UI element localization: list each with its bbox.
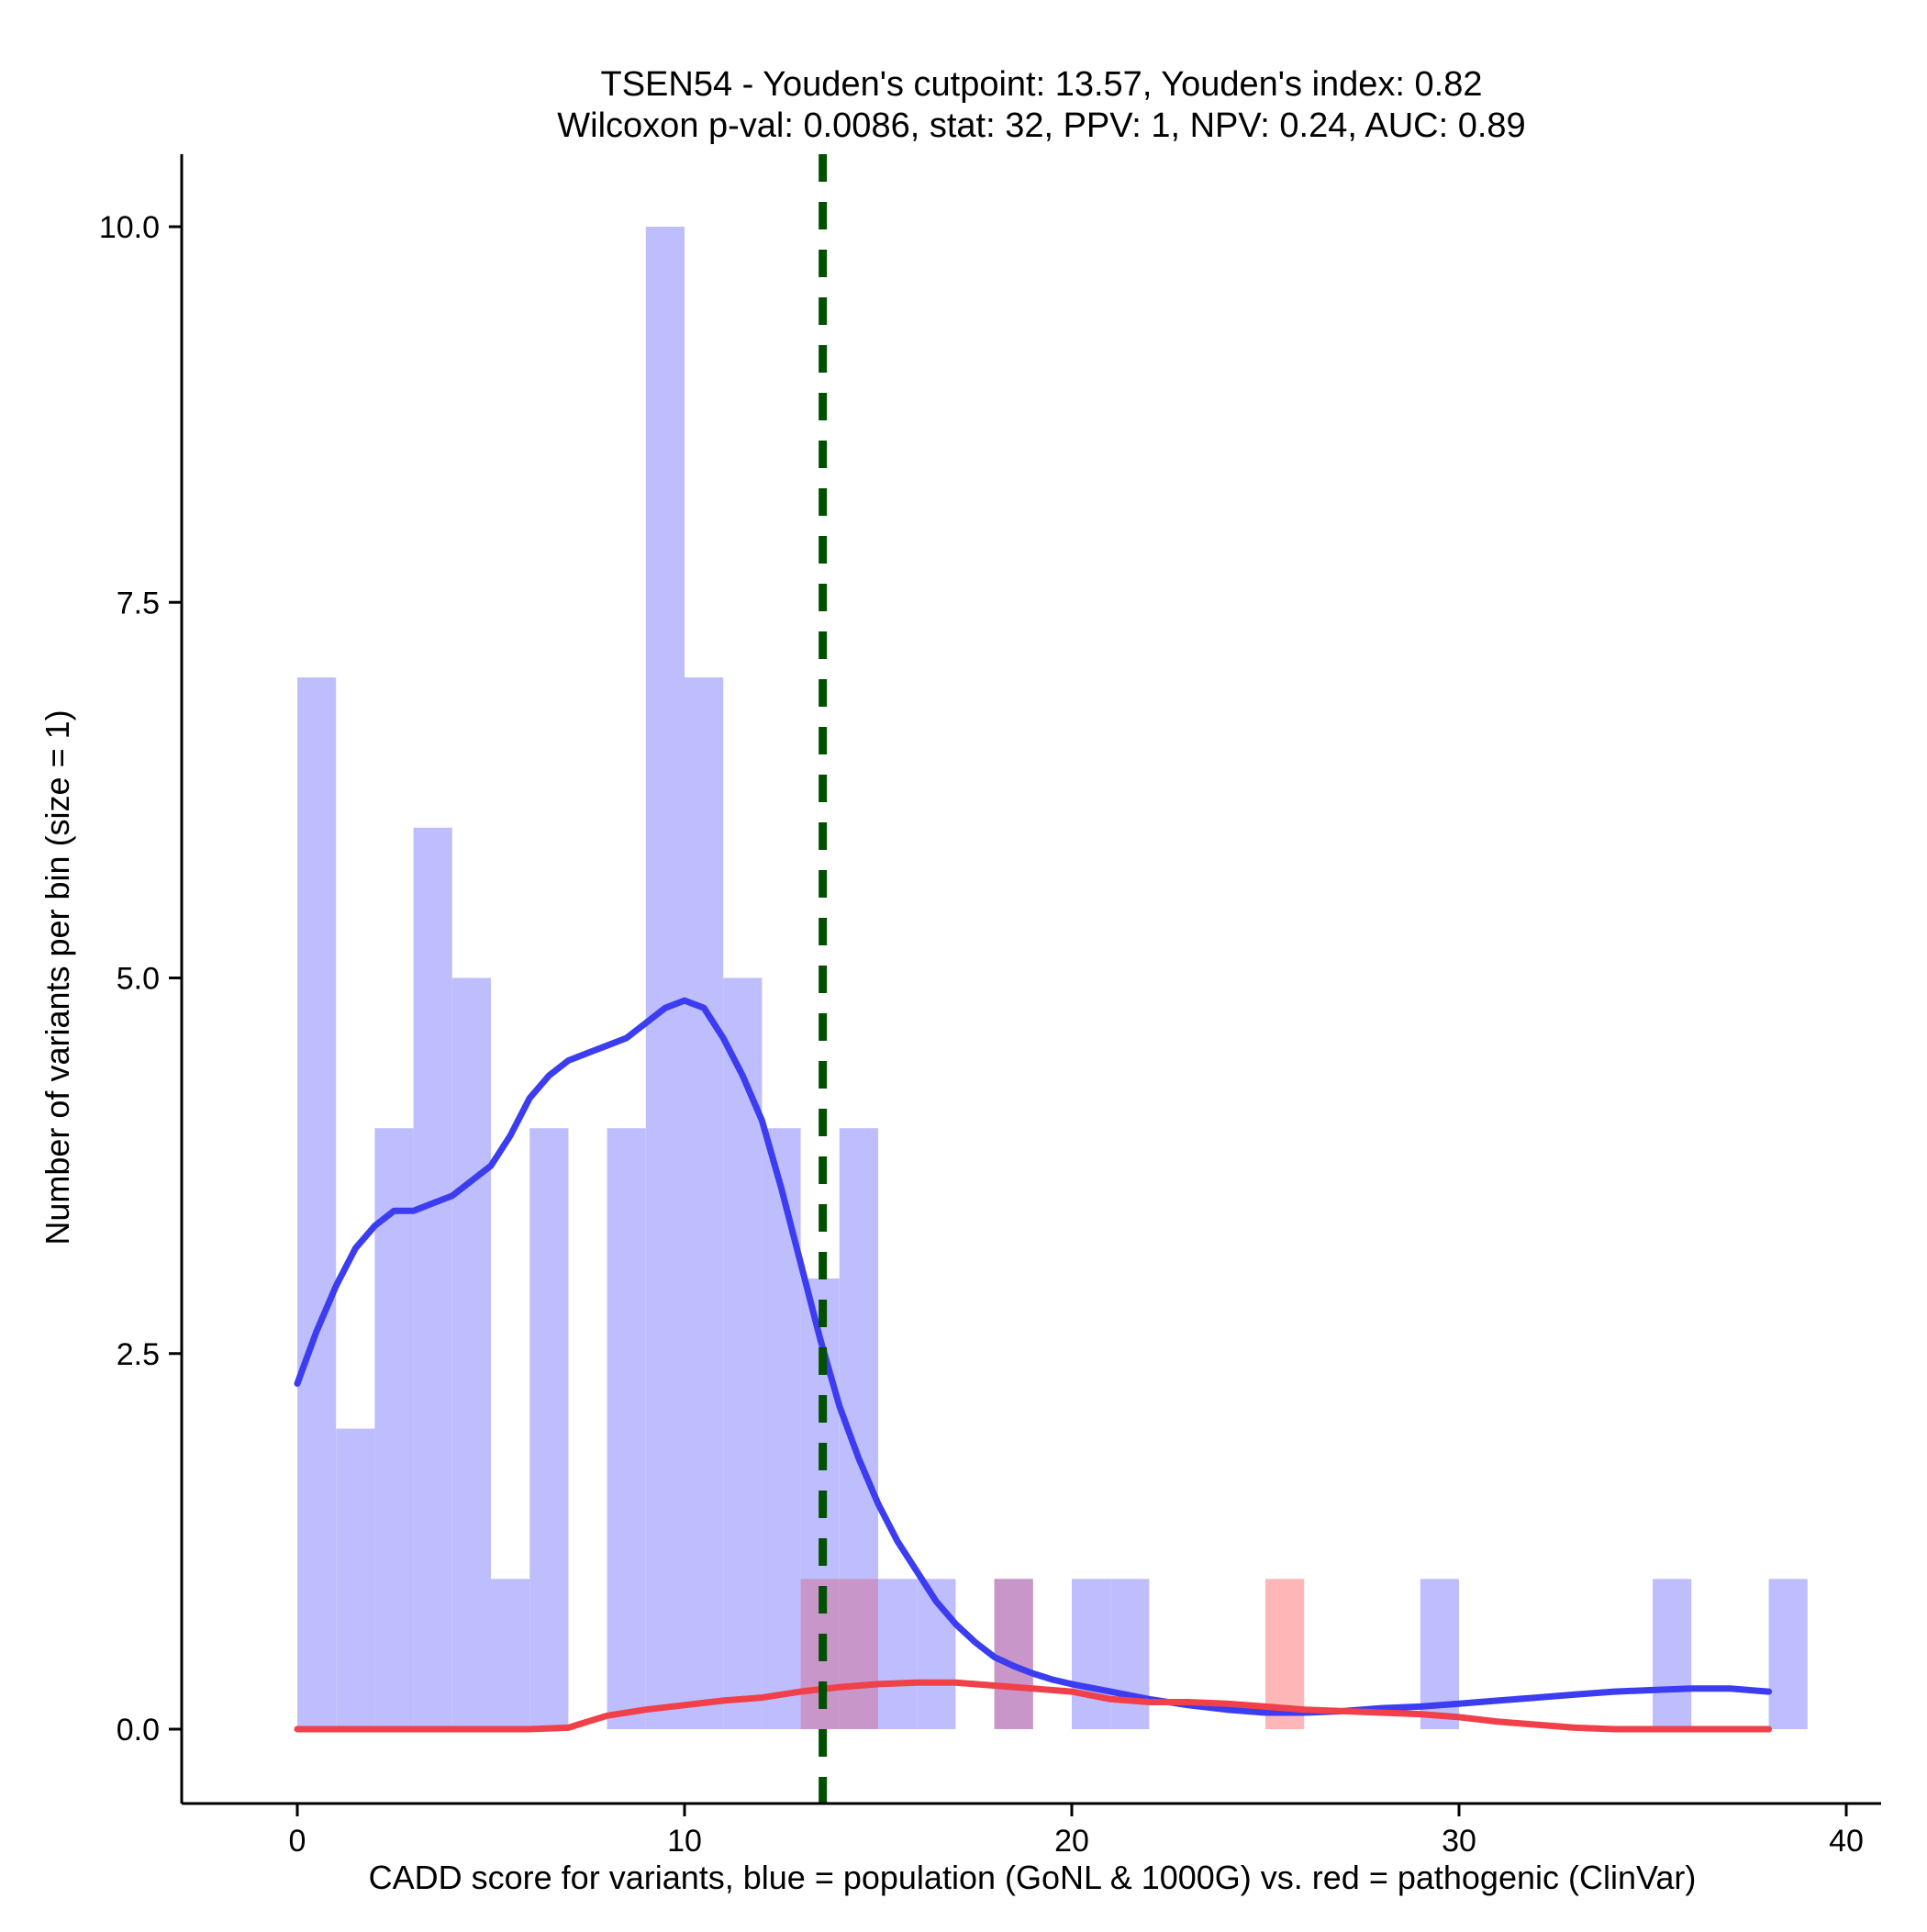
pathogenic-density-line xyxy=(294,1679,1773,1733)
y-axis-title: Number of variants per bin (size = 1) xyxy=(39,709,76,1245)
population-bar-35 xyxy=(1653,1579,1692,1729)
ticks-layer: 0 10 20 30 40 0.0 2.5 5.0 7.5 10.0 xyxy=(99,210,1864,1859)
population-bar-0 xyxy=(297,677,337,1729)
x-tick-label-20: 20 xyxy=(1054,1824,1089,1859)
x-tick-label-0: 0 xyxy=(289,1824,306,1859)
population-bar-9 xyxy=(645,227,685,1729)
population-bar-8 xyxy=(607,1128,646,1729)
y-tick-label-2-5: 2.5 xyxy=(117,1337,160,1372)
pathogenic-bar-14 xyxy=(839,1579,878,1729)
x-tick-label-30: 30 xyxy=(1442,1824,1476,1859)
population-bar-10 xyxy=(685,677,724,1729)
bars-layer xyxy=(297,227,1808,1729)
x-tick-label-10: 10 xyxy=(667,1824,702,1859)
population-bar-1 xyxy=(336,1428,375,1729)
x-tick-label-40: 40 xyxy=(1829,1824,1864,1859)
population-bar-6 xyxy=(529,1128,569,1729)
population-bar-15 xyxy=(878,1579,918,1729)
density-lines-layer xyxy=(294,154,1773,1804)
population-bar-21 xyxy=(1110,1579,1150,1729)
population-bar-4 xyxy=(451,977,491,1729)
population-bar-38 xyxy=(1768,1579,1808,1729)
y-tick-label-0: 0.0 xyxy=(117,1713,160,1748)
population-bar-11 xyxy=(723,977,763,1729)
chart-title-line-1: TSEN54 - Youden's cutpoint: 13.57, Youde… xyxy=(600,65,1482,104)
x-axis-title: CADD score for variants, blue = populati… xyxy=(369,1859,1697,1896)
chart-title-line-2: Wilcoxon p-val: 0.0086, stat: 32, PPV: 1… xyxy=(557,106,1525,145)
y-tick-label-10: 10.0 xyxy=(99,210,160,245)
pathogenic-bar-18 xyxy=(994,1579,1033,1729)
y-tick-label-7-5: 7.5 xyxy=(117,586,160,620)
population-bar-2 xyxy=(374,1128,414,1729)
population-density-line xyxy=(294,997,1773,1716)
population-bar-20 xyxy=(1072,1579,1111,1729)
population-bar-5 xyxy=(491,1579,530,1729)
population-bar-12 xyxy=(762,1128,801,1729)
y-tick-label-5: 5.0 xyxy=(117,962,160,997)
population-bar-3 xyxy=(413,827,452,1729)
